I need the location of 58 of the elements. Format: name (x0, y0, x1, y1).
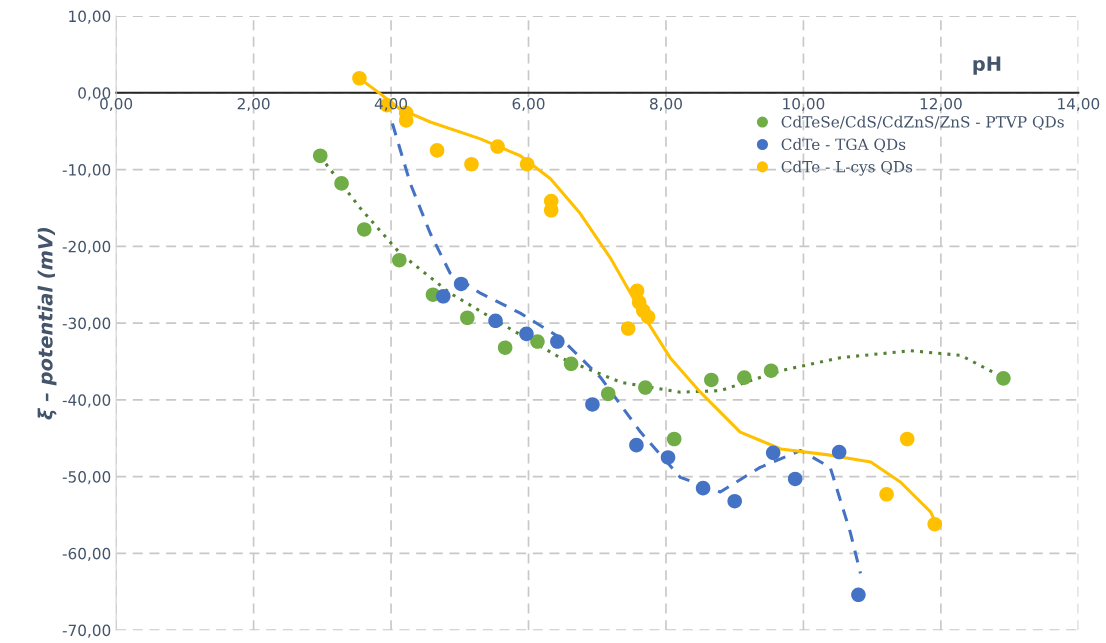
point (879, 486, 894, 502)
x-tick-label: 8,00 (650, 97, 682, 112)
point (460, 310, 475, 326)
y-tick-label: -10,00 (62, 164, 111, 178)
point (488, 313, 503, 329)
y-tick-label: -30,00 (62, 317, 111, 331)
legend-label: CdTe - TGA QDs (781, 138, 906, 153)
y-tick-label: -50,00 (62, 471, 111, 485)
point (763, 363, 779, 378)
point (429, 143, 445, 158)
point (765, 445, 781, 461)
point (519, 156, 535, 172)
point (312, 148, 328, 164)
point (464, 156, 479, 172)
point (704, 372, 719, 388)
point (585, 397, 600, 412)
point (640, 309, 656, 325)
point (563, 356, 579, 372)
y-tick-label: -40,00 (62, 394, 111, 408)
point (453, 276, 469, 292)
point (727, 493, 742, 509)
point (851, 587, 866, 603)
point (600, 386, 616, 402)
y-tick-label: 10,00 (69, 10, 111, 24)
y-axis-title: ξ – potential (mV) (37, 227, 57, 420)
point (392, 252, 407, 268)
legend-label: CdTe - L-cys QDs (781, 160, 913, 176)
point (927, 516, 942, 532)
point (787, 471, 803, 487)
point (831, 444, 847, 460)
point (996, 371, 1011, 386)
legend-label: CdTeSe/CdS/CdZnS/ZnS - PTVP QDs (781, 115, 1064, 130)
y-tick-label: -60,00 (62, 547, 111, 561)
point (530, 334, 545, 349)
x-tick-label: 2,00 (237, 97, 270, 112)
y-tick-label: -70,00 (62, 624, 111, 638)
x-tick-label: 12,00 (920, 97, 962, 112)
x-tick-label: 14,00 (1058, 97, 1100, 112)
point (490, 139, 505, 154)
point (550, 334, 565, 349)
point (899, 431, 915, 447)
x-tick-label: 6,00 (512, 97, 545, 112)
y-tick-label: -20,00 (62, 240, 111, 254)
x-tick-label: 10,00 (783, 97, 825, 112)
point (352, 70, 367, 86)
point (638, 380, 653, 395)
point (497, 340, 513, 355)
x-axis-title: pH (973, 56, 1001, 75)
point (629, 437, 644, 453)
point (334, 176, 349, 191)
point (356, 222, 372, 237)
point (519, 326, 534, 342)
point (695, 480, 711, 496)
point (666, 431, 682, 447)
point (737, 370, 752, 385)
point (436, 288, 451, 304)
point (620, 321, 636, 336)
point (660, 450, 676, 465)
